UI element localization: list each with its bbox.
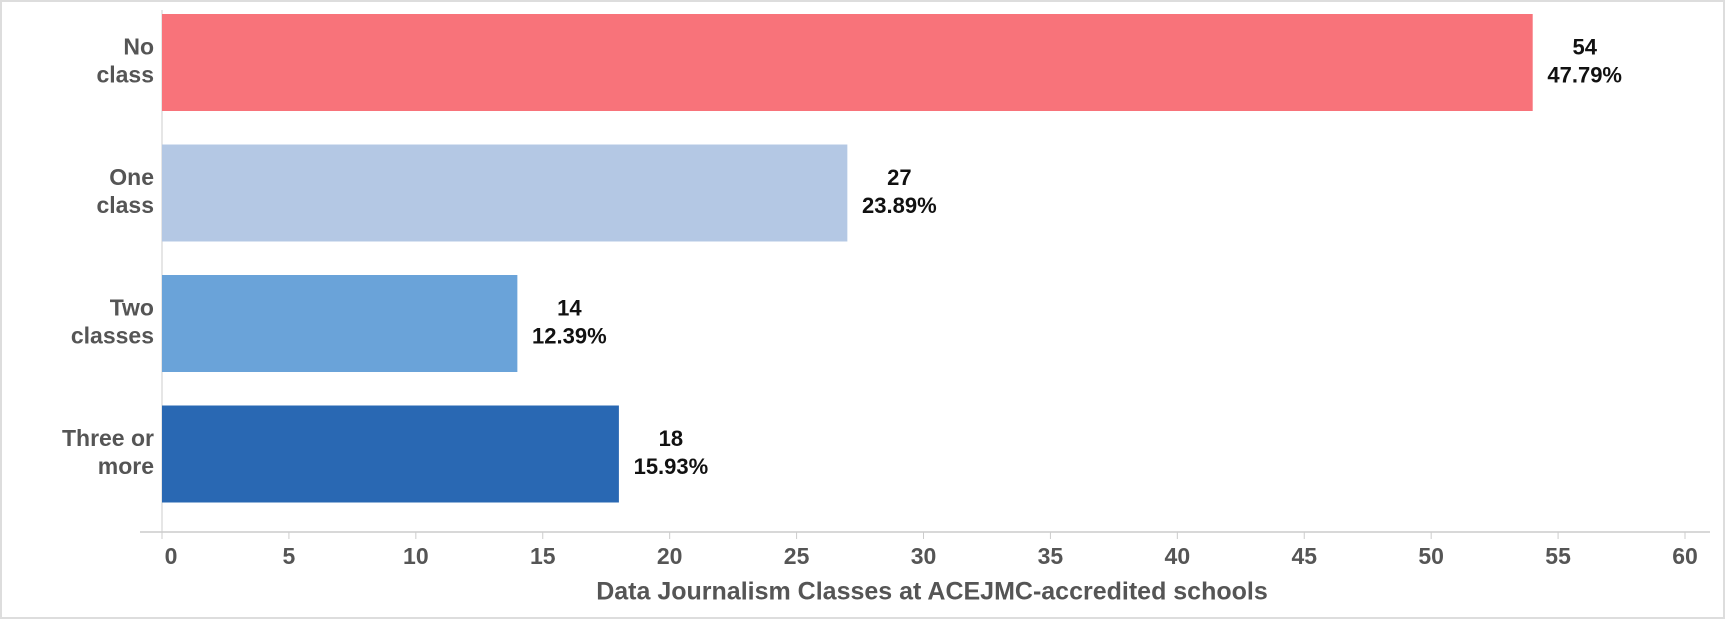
bar (162, 144, 848, 242)
x-axis-title: Data Journalism Classes at ACEJMC-accred… (596, 578, 1268, 606)
data-label: 18 (659, 426, 683, 451)
x-tick-label: 25 (784, 543, 810, 569)
x-tick-label: 20 (657, 543, 683, 569)
x-tick-label: 35 (1038, 543, 1064, 569)
data-label: 14 (557, 295, 582, 320)
y-tick-label: Two classes (71, 295, 154, 349)
x-tick-label: 60 (1672, 543, 1698, 569)
x-tick-label: 5 (283, 543, 296, 569)
data-label-percent: 47.79% (1547, 62, 1622, 87)
x-tick-label: 50 (1418, 543, 1444, 569)
y-tick-label: One class (96, 164, 154, 218)
x-tick-label: 40 (1165, 543, 1191, 569)
data-label-percent: 23.89% (862, 193, 937, 218)
y-tick-label: Three or more (62, 425, 154, 479)
y-tick-label: No class (96, 34, 154, 88)
x-tick-label: 45 (1291, 543, 1317, 569)
x-tick-label: 30 (911, 543, 937, 569)
data-label-percent: 12.39% (532, 323, 607, 348)
data-label: 27 (887, 165, 911, 190)
x-tick-label: 0 (165, 543, 178, 569)
bar (162, 405, 619, 503)
data-label: 54 (1572, 34, 1597, 59)
bar (162, 275, 518, 372)
x-tick-label: 10 (403, 543, 429, 569)
x-tick-label: 55 (1545, 543, 1571, 569)
bar (162, 14, 1533, 111)
data-label-percent: 15.93% (634, 454, 709, 479)
x-tick-label: 15 (530, 543, 556, 569)
